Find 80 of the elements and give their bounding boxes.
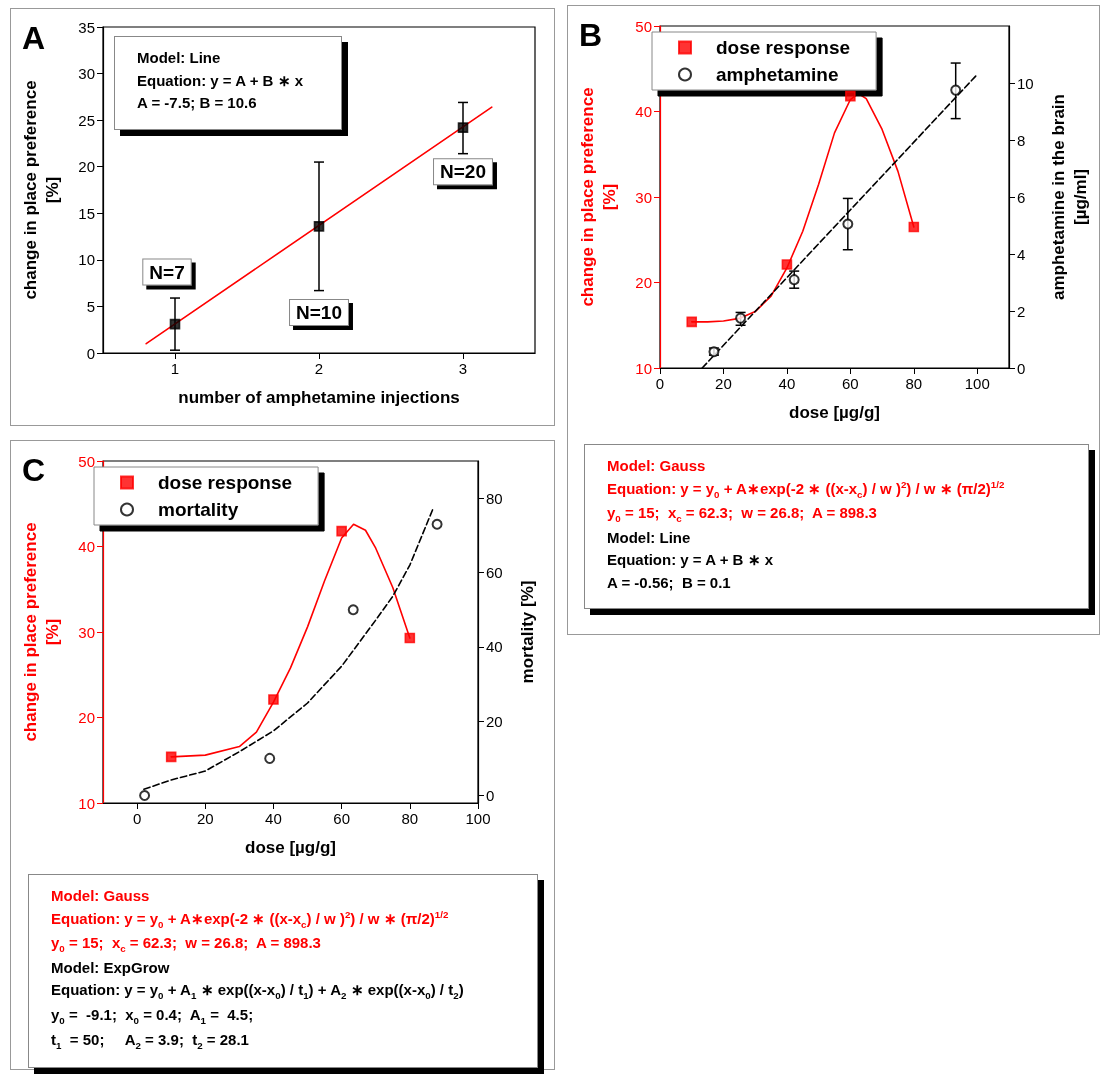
point (313, 221, 325, 232)
chart-title: B (579, 17, 603, 53)
x-tick-label: 40 (778, 375, 796, 392)
x-tick-label: 80 (905, 375, 923, 392)
y2-tick-label: 0 (486, 787, 495, 805)
y2-tick-label: 4 (1017, 245, 1026, 263)
x-tick-label: 100 (964, 375, 990, 392)
y2-tick-label: 2 (1017, 302, 1026, 320)
point (431, 518, 443, 530)
y2-tick-label: 40 (486, 638, 503, 656)
x-axis-title: dose [µg/g] (244, 838, 337, 857)
y-tick-label: 40 (78, 538, 95, 555)
y2-tick-label: 8 (1017, 131, 1026, 149)
legend-label: amphetamine (716, 64, 839, 85)
legend-label: dose response (716, 37, 851, 58)
point (908, 221, 920, 233)
y-tick-label: 5 (86, 297, 95, 315)
chart-title: A (22, 20, 46, 56)
y-tick-label: 15 (78, 204, 95, 222)
x-tick-label: 3 (458, 360, 468, 377)
annotation: N=20 (440, 161, 486, 183)
point (686, 316, 698, 328)
x-tick-label: 20 (715, 375, 732, 392)
y-axis-title: change in place preference [%] (20, 522, 62, 742)
y-tick-label: 20 (78, 709, 95, 726)
annotation: Model: Line Equation: y = A + B ∗ x A = -7.5; B = 10.6 (137, 48, 305, 113)
point (336, 525, 347, 537)
x-tick-label: 100 (465, 810, 491, 827)
point (788, 274, 800, 286)
y2-axis-title: mortality [%] (517, 580, 537, 684)
x-tick-label: 40 (265, 810, 282, 827)
y2-tick-label: 80 (486, 489, 503, 507)
point (264, 752, 276, 764)
y-tick-label: 20 (635, 274, 652, 291)
annotation: N=10 (296, 302, 342, 324)
point (169, 318, 181, 330)
y-tick-label: 30 (635, 188, 652, 206)
y2-tick-label: 60 (486, 564, 503, 582)
y-tick-label: 20 (78, 158, 95, 176)
x-tick-label: 60 (842, 375, 859, 392)
x-tick-label: 0 (655, 375, 665, 392)
point (165, 751, 177, 763)
x-tick-label: 60 (333, 810, 350, 827)
point (139, 790, 151, 802)
point (950, 84, 962, 96)
y-tick-label: 0 (86, 344, 95, 362)
x-tick-label: 80 (401, 810, 419, 827)
y-tick-label: 40 (635, 103, 652, 120)
point (842, 218, 854, 230)
x-tick-label: 2 (314, 360, 324, 377)
y-tick-label: 50 (78, 452, 95, 470)
legend-label: dose response (158, 472, 293, 493)
x-tick-label: 0 (132, 810, 142, 827)
legend-label: mortality (158, 499, 239, 520)
y-tick-label: 10 (78, 794, 95, 812)
y-axis-title: change in place preference [%] (577, 87, 619, 307)
x-axis-title: dose [µg/g] (788, 403, 881, 422)
point (845, 90, 856, 102)
point (404, 632, 416, 644)
y-axis-title: change in place preference [%] (20, 80, 62, 300)
y-tick-label: 30 (78, 623, 95, 641)
y-tick-label: 30 (78, 65, 95, 83)
chart-title: C (22, 452, 46, 488)
point (268, 694, 279, 705)
y-tick-label: 25 (78, 111, 95, 129)
y-tick-label: 50 (635, 17, 652, 35)
y2-tick-label: 6 (1017, 188, 1026, 206)
x-tick-label: 20 (196, 810, 214, 827)
y2-tick-label: 10 (1017, 74, 1034, 92)
y-tick-label: 10 (78, 251, 95, 269)
x-tick-label: 1 (170, 360, 180, 377)
point (347, 604, 359, 616)
point (781, 259, 793, 270)
y-tick-label: 10 (635, 359, 652, 377)
point (457, 122, 469, 133)
y-tick-label: 35 (78, 18, 95, 36)
x-axis-title: number of amphetamine injections (178, 388, 460, 407)
y2-axis-title: amphetamine in the brain [µg/ml] (1048, 94, 1090, 300)
annotation: N=7 (149, 261, 185, 283)
y2-tick-label: 20 (486, 712, 503, 730)
